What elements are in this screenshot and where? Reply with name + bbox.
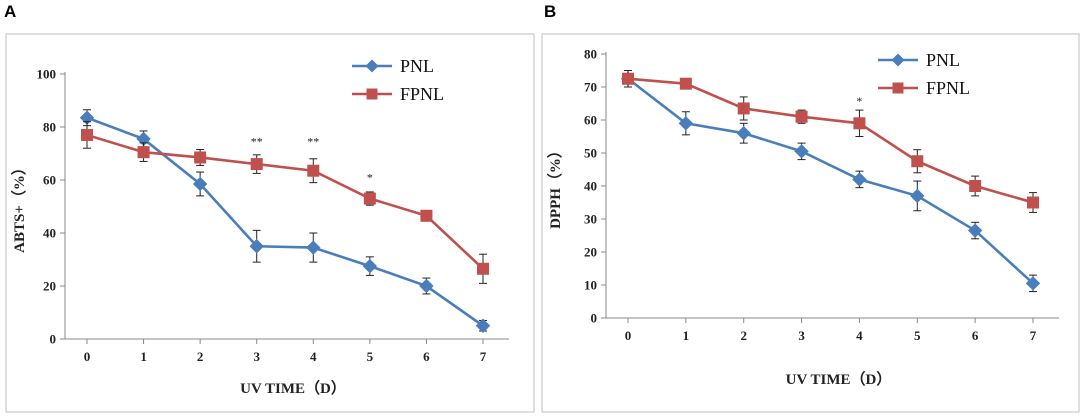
- data-point-fpnl-a: [250, 158, 263, 171]
- data-point-fpnl-a: [477, 262, 489, 275]
- data-point-fpnl-a: [307, 164, 320, 177]
- y-tick-label-b: 80: [584, 47, 597, 62]
- x-tick-label-b: 3: [798, 328, 805, 343]
- data-point-fpnl-b: [622, 72, 634, 85]
- y-tick-label-b: 50: [584, 146, 597, 161]
- legend-marker-fpnl-a: [366, 88, 378, 100]
- data-point-pnl-b: [1025, 276, 1041, 291]
- significance-marker-b: *: [856, 94, 862, 108]
- x-tick-label-a: 0: [84, 349, 91, 364]
- series-line-pnl-a: [86, 116, 484, 327]
- y-tick-label-a: 60: [43, 173, 56, 188]
- chart-dpph: 0 10 20 30 40 50 60 70 80 0 1 2 3 4 5 6 7 UV TIME（D） DPPH（…: [541, 33, 1080, 413]
- data-point-pnl-b: [852, 172, 867, 187]
- significance-marker-a: **: [307, 135, 319, 149]
- data-point-pnl-b: [910, 188, 925, 204]
- data-point-fpnl-a: [363, 192, 376, 205]
- y-tick-label-a: 20: [43, 279, 56, 294]
- y-tick-label-b: 70: [584, 80, 597, 95]
- data-point-fpnl-b: [737, 102, 750, 115]
- series-line-fpnl-b: [627, 77, 1034, 204]
- legend-marker-fpnl-b: [892, 82, 904, 94]
- data-point-pnl-b: [736, 125, 751, 141]
- y-tick-label-b: 0: [591, 311, 598, 326]
- data-point-pnl-a: [475, 318, 491, 333]
- data-point-fpnl-b: [795, 110, 808, 123]
- data-point-fpnl-a: [194, 151, 207, 164]
- x-tick-label-a: 2: [197, 349, 204, 364]
- x-tick-label-b: 0: [625, 328, 632, 343]
- x-tick-label-b: 7: [1030, 328, 1037, 343]
- legend-label-pnl-b: PNL: [926, 50, 960, 70]
- panel-letter-a: A: [4, 2, 17, 21]
- x-tick-label-b: 5: [914, 328, 921, 343]
- data-point-fpnl-a: [137, 146, 150, 159]
- x-tick-label-a: 6: [423, 349, 430, 364]
- x-tick-label-a: 1: [140, 349, 147, 364]
- x-tick-label-b: 1: [683, 328, 690, 343]
- data-point-fpnl-a: [420, 209, 433, 222]
- x-tick-label-a: 5: [367, 349, 374, 364]
- y-tick-label-a: 0: [50, 332, 57, 347]
- data-point-pnl-a: [249, 239, 264, 254]
- data-point-fpnl-b: [911, 155, 924, 168]
- legend-marker-pnl-b: [891, 53, 905, 67]
- chart-frame-a: [5, 33, 535, 413]
- y-axis-title-a: ABTS+（%）: [10, 160, 28, 253]
- x-tick-label-a: 7: [480, 349, 487, 364]
- x-tick-label-a: 4: [310, 349, 317, 364]
- significance-marker-a: *: [367, 170, 373, 184]
- series-line-pnl-b: [627, 77, 1034, 285]
- data-point-pnl-b: [794, 144, 809, 159]
- data-point-fpnl-b: [679, 77, 692, 90]
- x-tick-label-a: 3: [253, 349, 260, 364]
- x-tick-label-b: 2: [740, 328, 747, 343]
- data-point-fpnl-b: [969, 180, 982, 192]
- legend-marker-pnl-a: [365, 59, 379, 73]
- series-line-fpnl-a: [86, 133, 484, 270]
- legend-label-pnl-a: PNL: [400, 56, 434, 76]
- data-point-pnl-a: [306, 240, 321, 255]
- data-point-pnl-a: [419, 278, 434, 294]
- y-tick-label-a: 40: [43, 226, 56, 241]
- data-point-pnl-b: [967, 223, 983, 238]
- legend-label-fpnl-a: FPNL: [400, 84, 444, 104]
- x-tick-label-b: 6: [972, 328, 979, 343]
- panel-letter-b: B: [544, 2, 557, 21]
- x-tick-label-b: 4: [856, 328, 863, 343]
- data-point-pnl-a: [192, 176, 208, 192]
- y-tick-label-b: 60: [584, 113, 597, 128]
- y-tick-label-b: 30: [584, 212, 597, 227]
- y-tick-label-a: 80: [43, 120, 56, 135]
- data-point-fpnl-b: [1027, 196, 1039, 209]
- y-tick-label-b: 20: [584, 245, 597, 260]
- y-tick-label-b: 40: [584, 179, 597, 194]
- y-tick-label-a: 100: [37, 67, 57, 82]
- chart-frame-b: [541, 33, 1080, 413]
- data-point-fpnl-a: [81, 128, 93, 141]
- legend-label-fpnl-b: FPNL: [926, 78, 970, 98]
- y-tick-label-b: 10: [584, 278, 597, 293]
- x-axis-title-b: UV TIME（D）: [786, 370, 892, 388]
- data-point-pnl-b: [678, 116, 694, 131]
- data-point-pnl-a: [362, 258, 378, 274]
- data-point-fpnl-b: [853, 117, 866, 130]
- significance-marker-a: **: [251, 135, 263, 149]
- x-axis-title-a: UV TIME（D）: [240, 379, 346, 397]
- y-axis-title-b: DPPH（%）: [546, 143, 564, 229]
